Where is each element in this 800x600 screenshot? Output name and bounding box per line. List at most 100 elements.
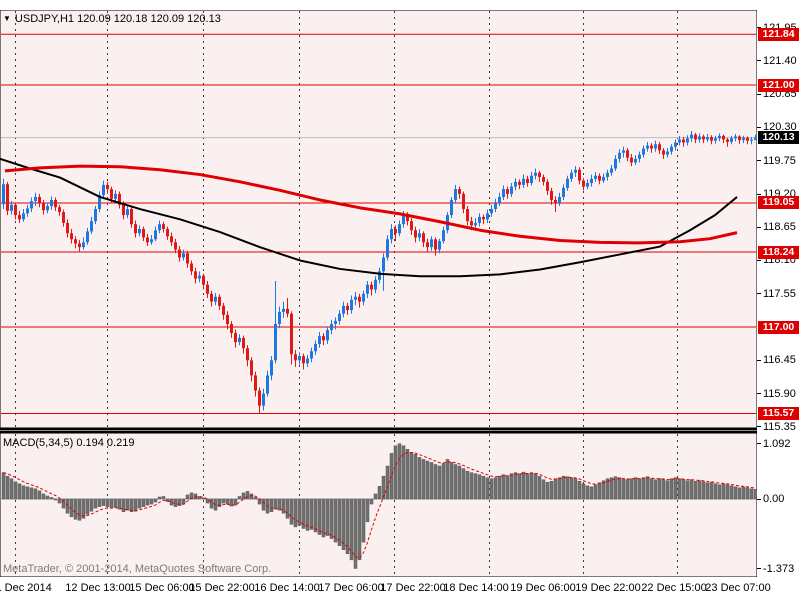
axis-tick-mark <box>757 568 761 570</box>
bear-candle-body <box>206 284 209 294</box>
bear-candle-body <box>14 204 17 216</box>
time-tick-label: 12 Dec 13:00 <box>65 582 131 594</box>
macd-bar <box>377 486 382 500</box>
macd-bar <box>401 445 406 500</box>
macd-bar <box>397 443 402 500</box>
bear-candle-body <box>370 284 373 290</box>
bear-candle-body <box>694 134 697 140</box>
macd-bar <box>449 462 454 500</box>
bull-candle-body <box>474 222 477 226</box>
bull-candle-body <box>306 358 309 364</box>
time-tick-label: 23 Dec 07:00 <box>705 582 771 594</box>
macd-bar <box>429 462 434 500</box>
macd-bar <box>33 488 38 500</box>
macd-bar <box>745 487 750 500</box>
axis-tick-mark <box>757 393 761 395</box>
bull-candle-body <box>270 360 273 376</box>
macd-bar <box>81 498 86 519</box>
macd-bar <box>349 498 354 561</box>
bull-candle-body <box>486 213 489 220</box>
macd-bar <box>337 498 342 546</box>
bear-candle-body <box>38 196 41 203</box>
main-price-chart[interactable] <box>0 10 757 428</box>
bear-candle-body <box>162 224 165 230</box>
bear-candle-body <box>130 209 133 225</box>
time-tick-label: 19 Dec 06:00 <box>510 582 576 594</box>
bull-candle-body <box>418 233 421 238</box>
macd-bar <box>161 496 166 500</box>
macd-bar <box>393 445 398 500</box>
level-price-tag: 118.24 <box>758 245 799 259</box>
bear-candle-body <box>518 181 521 185</box>
bear-candle-body <box>58 207 61 213</box>
macd-bar <box>245 491 250 500</box>
macd-bar <box>285 498 290 519</box>
bear-candle-body <box>302 356 305 364</box>
bull-candle-body <box>674 142 677 147</box>
bull-candle-body <box>334 320 337 324</box>
macd-bar <box>513 472 518 500</box>
bear-candle-body <box>122 204 125 216</box>
level-price-tag: 115.57 <box>758 407 799 421</box>
bear-candle-body <box>230 323 233 334</box>
chart-dropdown-icon[interactable]: ▼ <box>3 14 11 23</box>
bull-candle-body <box>514 181 517 187</box>
level-price-tag: 121.00 <box>758 78 799 92</box>
macd-bar <box>433 464 438 500</box>
macd-bar <box>409 452 414 500</box>
main-chart-background <box>0 10 757 428</box>
bull-candle-body <box>494 202 497 210</box>
bull-candle-body <box>298 356 301 361</box>
macd-bar <box>489 478 494 500</box>
bull-candle-body <box>338 313 341 321</box>
bull-candle-body <box>350 299 353 311</box>
macd-bar <box>445 459 450 500</box>
macd-bar <box>293 498 298 528</box>
bear-candle-body <box>710 137 713 141</box>
bear-candle-body <box>74 239 77 244</box>
macd-indicator-panel[interactable] <box>0 433 757 577</box>
bull-candle-body <box>442 230 445 242</box>
bull-candle-body <box>570 172 573 179</box>
macd-bar <box>701 481 706 500</box>
time-tick-label: 17 Dec 22:00 <box>380 582 446 594</box>
bull-candle-body <box>386 239 389 258</box>
symbol-label: ▼ USDJPY,H1 120.09 120.18 120.09 120.13 <box>3 13 221 25</box>
bull-candle-body <box>490 209 493 214</box>
bear-candle-body <box>414 230 417 238</box>
macd-bar <box>13 481 18 500</box>
macd-bar <box>341 498 346 550</box>
macd-bar <box>609 477 614 500</box>
level-price-tag: 119.05 <box>758 196 799 210</box>
bear-candle-body <box>222 305 225 315</box>
macd-bar <box>529 472 534 500</box>
bull-candle-body <box>398 224 401 234</box>
candlestick-series <box>2 131 757 414</box>
axis-tick-mark <box>757 93 761 95</box>
bull-candle-body <box>198 275 201 279</box>
bull-candle-body <box>566 178 569 188</box>
price-tick-label: 118.65 <box>757 221 800 233</box>
time-tick-label: 11 Dec 2014 <box>0 582 52 594</box>
macd-axis[interactable]: 1.092 0.00 -1.373 <box>757 433 800 577</box>
macd-bar <box>61 498 66 509</box>
bear-candle-body <box>218 296 221 306</box>
bear-candle-body <box>554 199 557 203</box>
macd-bar <box>641 477 646 500</box>
macd-bar <box>73 498 78 520</box>
macd-tick-label: 1.092 <box>757 438 800 450</box>
macd-bar <box>465 470 470 500</box>
macd-bar <box>353 498 358 569</box>
axis-tick-mark <box>757 426 761 428</box>
macd-bar <box>289 498 294 525</box>
price-axis[interactable]: 121.95121.40120.85120.30119.75119.20118.… <box>757 10 800 433</box>
macd-bar <box>25 486 30 500</box>
bear-candle-body <box>66 222 69 234</box>
macd-bar <box>273 498 278 510</box>
macd-bar <box>709 482 714 500</box>
bear-candle-body <box>722 135 725 140</box>
time-tick-label: 22 Dec 15:00 <box>641 582 707 594</box>
panel-separator[interactable] <box>0 428 757 433</box>
price-tick-label: 121.40 <box>757 55 800 67</box>
